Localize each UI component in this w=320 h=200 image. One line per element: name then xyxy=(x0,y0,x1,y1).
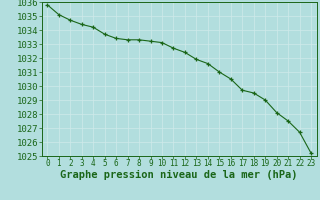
X-axis label: Graphe pression niveau de la mer (hPa): Graphe pression niveau de la mer (hPa) xyxy=(60,170,298,180)
